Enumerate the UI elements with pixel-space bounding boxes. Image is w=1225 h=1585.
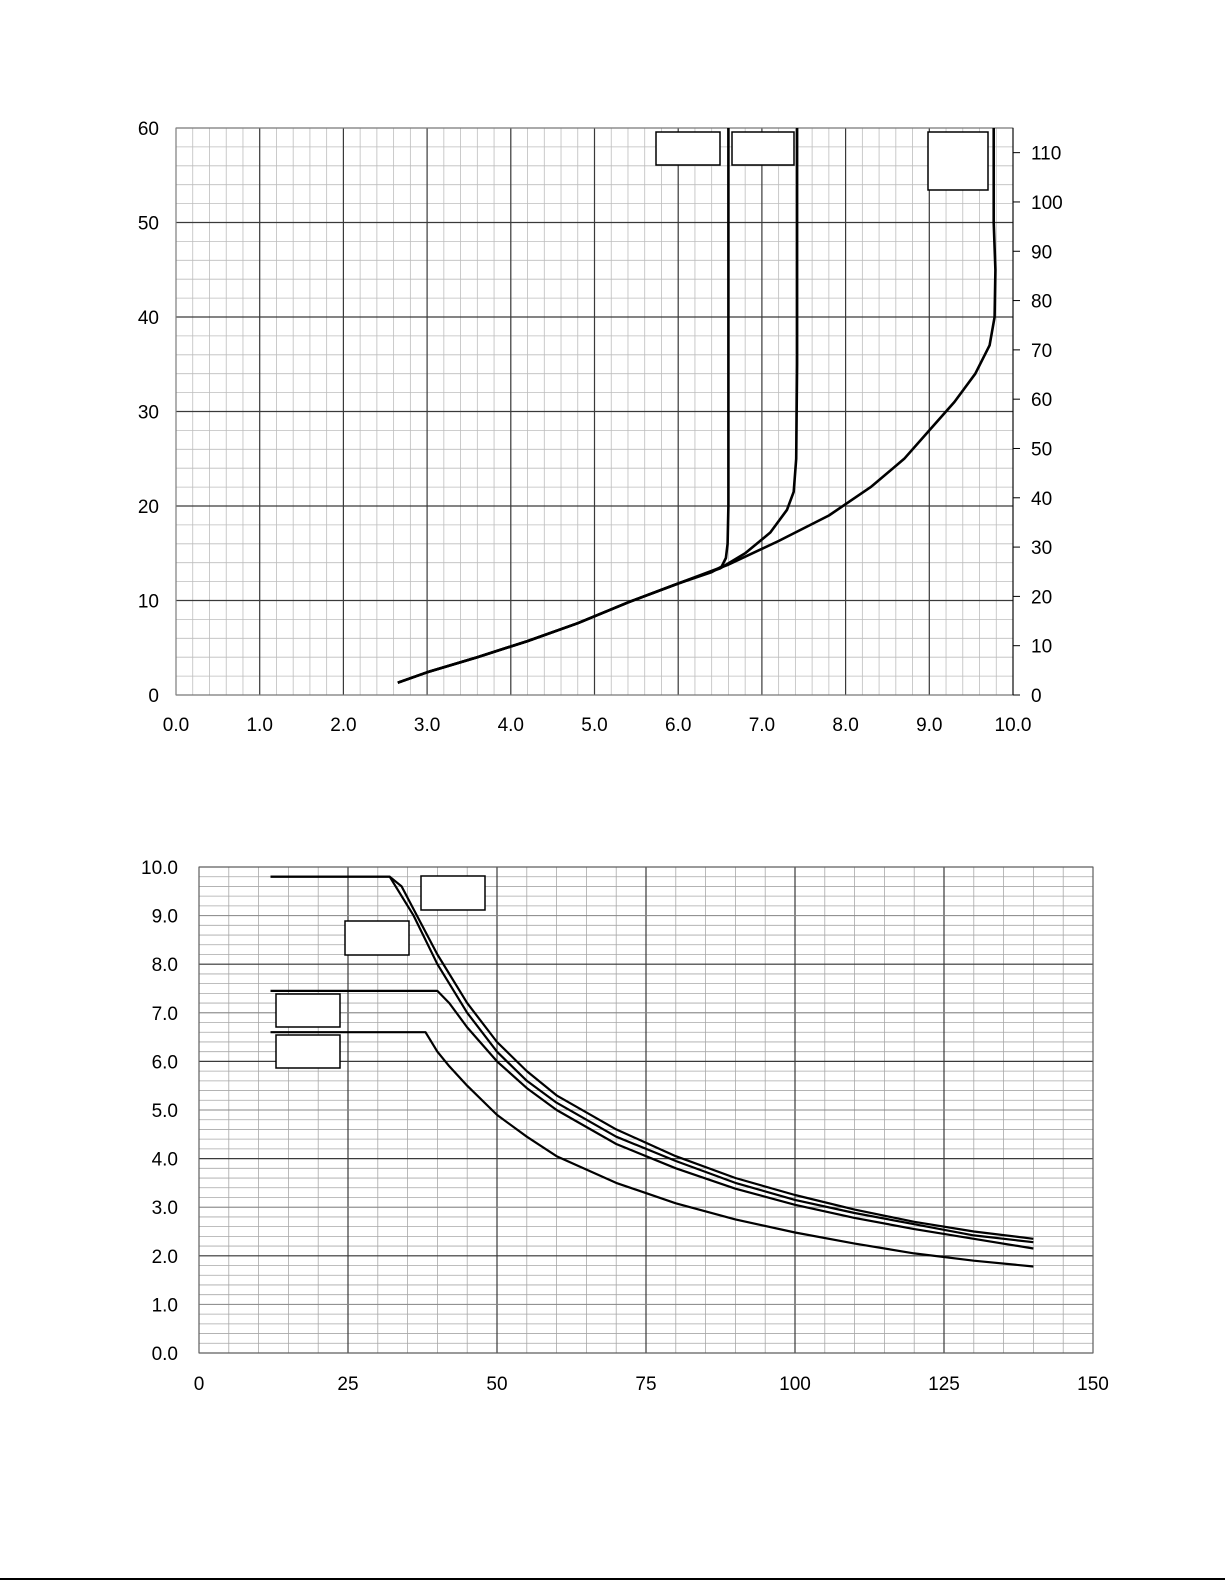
chart-2-label-box-1 [420, 875, 486, 911]
chart-2-tick-labels: 0 25 50 75 100 125 150 0.0 1.0 2.0 3.0 4.0 5.0 6.0 7.0… [141, 858, 1109, 1395]
chart-1-x-tick-label: 3.0 [414, 715, 440, 736]
chart-2-series-line-3 [270, 989, 1034, 1250]
chart-2-y-tick-label: 4.0 [152, 1150, 178, 1171]
chart-1-x-tick-label: 5.0 [581, 715, 607, 736]
chart-2-y-tick-label: 3.0 [152, 1198, 178, 1219]
chart-1-y2-tick-label: 60 [1031, 390, 1052, 411]
chart-2-x-tick-label: 50 [486, 1374, 507, 1395]
chart-1-series [397, 128, 997, 684]
chart-2-label-boxes [275, 875, 486, 1069]
chart-2-series [270, 875, 1034, 1268]
chart-2-y-tick-label: 2.0 [152, 1247, 178, 1268]
chart-2-x-tick-label: 25 [337, 1374, 358, 1395]
chart-1-y-tick-label: 10 [138, 592, 159, 613]
chart-2-y-tick-label: 5.0 [152, 1101, 178, 1122]
chart-1-y-tick-label: 40 [138, 308, 159, 329]
chart-1-series-line-2 [397, 128, 799, 684]
chart-2: 0 25 50 75 100 125 150 0.0 1.0 2.0 3.0 4.0 5.0 6.0 7.0… [141, 858, 1109, 1395]
page-bottom-rule [0, 1578, 1225, 1580]
chart-1-x-tick-label: 4.0 [498, 715, 524, 736]
chart-1-y2-tick-label: 90 [1031, 242, 1052, 263]
chart-1-y2-tick-label: 50 [1031, 439, 1052, 460]
chart-1-y2-tick-label: 10 [1031, 637, 1052, 658]
chart-2-x-tick-label: 150 [1077, 1374, 1109, 1395]
chart-2-label-box-3 [275, 993, 341, 1028]
chart-1-label-box-1 [655, 131, 721, 166]
chart-1-x-tick-label: 8.0 [832, 715, 858, 736]
chart-2-y-tick-label: 0.0 [152, 1344, 178, 1365]
chart-1-series-line-1 [397, 128, 730, 684]
chart-1-y2-tick-label: 20 [1031, 587, 1052, 608]
chart-1-y-tick-label: 60 [138, 119, 159, 140]
chart-1-label-boxes [655, 131, 989, 191]
chart-1-x-tick-label: 0.0 [163, 715, 189, 736]
chart-1-y-tick-label: 20 [138, 497, 159, 518]
chart-1-x-tick-label: 9.0 [916, 715, 942, 736]
chart-1-y2-tick-label: 70 [1031, 341, 1052, 362]
chart-1-y2-tick-label: 30 [1031, 538, 1052, 559]
chart-2-y-tick-label: 6.0 [152, 1052, 178, 1073]
chart-2-y-tick-label: 7.0 [152, 1004, 178, 1025]
chart-1-grid [175, 127, 1020, 696]
chart-2-x-tick-label: 125 [928, 1374, 960, 1395]
chart-1-y2-tick-label: 0 [1031, 686, 1042, 707]
chart-1-y-tick-label: 50 [138, 214, 159, 235]
chart-2-y-tick-label: 8.0 [152, 955, 178, 976]
chart-2-y-tick-label: 10.0 [141, 858, 178, 879]
chart-2-label-box-4 [275, 1034, 341, 1069]
chart-1-series-line-3 [397, 128, 997, 684]
chart-2-grid [198, 866, 1094, 1354]
chart-1: 0.0 1.0 2.0 3.0 4.0 5.0 6.0 7.0 8.0 9.0 10.0 0 10 20 3… [138, 119, 1063, 736]
chart-2-series-line-1 [270, 875, 1034, 1240]
chart-2-x-tick-label: 75 [635, 1374, 656, 1395]
chart-1-x-tick-label: 2.0 [330, 715, 356, 736]
chart-1-y2-tick-label: 100 [1031, 193, 1063, 214]
chart-2-series-line-2 [270, 875, 1034, 1244]
chart-2-frame [198, 866, 1094, 1354]
chart-1-tick-labels: 0.0 1.0 2.0 3.0 4.0 5.0 6.0 7.0 8.0 9.0 10.0 0 10 20 3… [138, 119, 1063, 736]
chart-1-x-tick-label: 1.0 [246, 715, 272, 736]
chart-2-label-box-2 [344, 920, 410, 956]
chart-1-y-tick-label: 30 [138, 403, 159, 424]
chart-2-x-tick-label: 0 [194, 1374, 205, 1395]
chart-2-y-tick-label: 9.0 [152, 907, 178, 928]
chart-1-label-box-3 [927, 131, 989, 191]
chart-1-x-tick-label: 6.0 [665, 715, 691, 736]
chart-1-y2-tick-label: 80 [1031, 292, 1052, 313]
chart-1-x-tick-label: 10.0 [995, 715, 1032, 736]
chart-2-series-line-4 [270, 1031, 1034, 1268]
chart-1-x-tick-label: 7.0 [749, 715, 775, 736]
chart-1-y2-tick-label: 40 [1031, 489, 1052, 510]
chart-1-label-box-2 [731, 131, 795, 166]
chart-2-x-tick-label: 100 [779, 1374, 811, 1395]
chart-1-y-tick-label: 0 [148, 686, 159, 707]
chart-1-y2-tick-label: 110 [1031, 144, 1061, 165]
chart-2-y-tick-label: 1.0 [152, 1295, 178, 1316]
